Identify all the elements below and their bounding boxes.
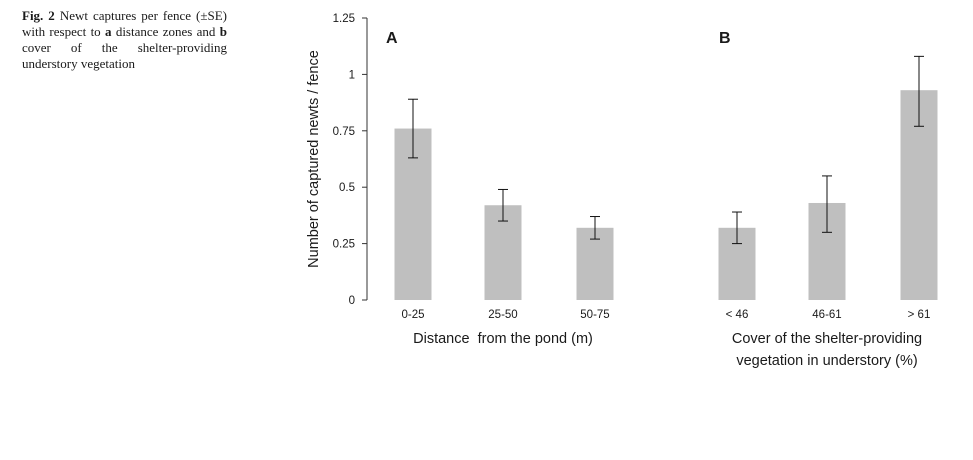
y-tick-label: 0.25 <box>333 239 355 251</box>
x-tick-label: 0-25 <box>401 309 424 321</box>
x-axis-label: Distance from the pond (m) <box>413 331 593 347</box>
caption-part-b: b <box>219 24 227 39</box>
x-tick-label: > 61 <box>908 309 931 321</box>
y-axis-label: Number of captured newts / fence <box>306 50 322 268</box>
caption-text-3: cover of the shelter-providing understor… <box>22 40 227 71</box>
bar <box>576 227 614 300</box>
x-tick-label: 50-75 <box>580 309 609 321</box>
y-tick-label: 1 <box>349 69 355 81</box>
x-axis-label: vegetation in understory (%) <box>736 353 917 369</box>
caption-text-1: Newt captures per fence (±SE) with respe… <box>22 8 228 39</box>
x-tick-label: 46-61 <box>812 309 841 321</box>
figure-caption: Fig. 2 Newt captures per fence (±SE) wit… <box>22 8 227 72</box>
panel-label-a: A <box>386 30 398 47</box>
x-tick-label: 25-50 <box>488 309 517 321</box>
caption-part-a: a <box>105 24 112 39</box>
figure-label: Fig. 2 <box>22 8 55 23</box>
caption-text-2: distance zones and <box>111 24 220 39</box>
y-tick-label: 0 <box>349 295 355 307</box>
y-tick-label: 0.75 <box>333 126 355 138</box>
x-tick-label: < 46 <box>726 309 749 321</box>
x-axis-label: Cover of the shelter-providing <box>732 331 922 347</box>
y-tick-label: 0.5 <box>339 182 355 194</box>
panel-label-b: B <box>719 30 731 47</box>
y-tick-label: 1.25 <box>333 13 355 25</box>
